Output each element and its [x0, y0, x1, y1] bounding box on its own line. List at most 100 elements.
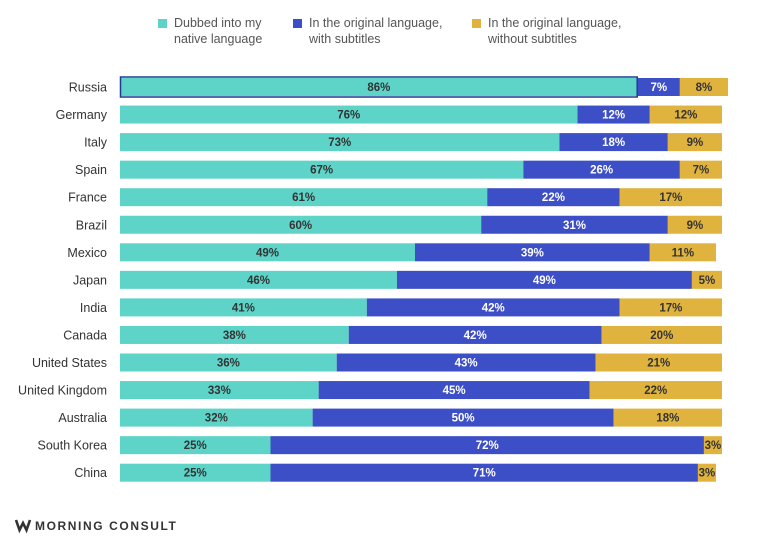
bar-russia-series-2: [637, 78, 680, 96]
morning-consult-logo-icon: [14, 519, 32, 534]
category-label-india: India: [80, 301, 107, 315]
bar-france-series-1: [120, 188, 488, 207]
bar-united-kingdom-series-3: [589, 381, 722, 400]
value-label-south-korea-series-2: 72%: [476, 440, 499, 452]
brand-footer: MORNING CONSULT: [14, 519, 176, 534]
bar-mexico-series-1: [120, 243, 415, 262]
bar-india-series-1: [120, 298, 367, 317]
legend-label-2: In the original language, with subtitles: [308, 16, 442, 46]
legend-swatch-1: [158, 19, 167, 28]
bar-spain-series-1: [120, 160, 524, 179]
category-label-mexico: Mexico: [67, 246, 107, 260]
bar-south-korea-series-1: [120, 436, 271, 455]
value-label-united-kingdom-series-1: 33%: [208, 385, 231, 397]
bar-brazil-series-1: [120, 215, 482, 234]
bar-italy-series-3: [667, 133, 722, 152]
legend: Dubbed into my native language In the orig…: [158, 16, 621, 46]
category-label-germany: Germany: [56, 108, 108, 122]
bar-germany-series-3: [649, 105, 722, 124]
bar-canada-series-2: [348, 325, 602, 344]
bar-china-series-2: [270, 463, 698, 482]
value-label-germany-series-3: 12%: [674, 110, 697, 122]
value-label-spain-series-2: 26%: [590, 165, 613, 177]
value-label-italy-series-3: 9%: [687, 137, 704, 149]
value-label-india-series-2: 42%: [482, 302, 505, 314]
value-label-japan-series-3: 5%: [699, 275, 716, 287]
value-label-south-korea-series-1: 25%: [184, 440, 207, 452]
value-label-mexico-series-2: 39%: [521, 247, 544, 259]
value-label-brazil-series-2: 31%: [563, 220, 586, 232]
category-label-canada: Canada: [63, 328, 107, 342]
bar-united-states-series-2: [336, 353, 596, 372]
value-label-russia-series-3: 8%: [696, 82, 713, 94]
value-label-france-series-2: 22%: [542, 192, 565, 204]
value-label-china-series-1: 25%: [184, 468, 207, 480]
bar-australia-series-3: [613, 408, 722, 427]
value-label-mexico-series-3: 11%: [672, 247, 694, 259]
category-label-united-kingdom: United Kingdom: [18, 384, 107, 398]
bar-united-states-series-1: [120, 353, 337, 372]
value-label-japan-series-1: 46%: [247, 275, 270, 287]
value-label-germany-series-1: 76%: [337, 110, 360, 122]
value-label-india-series-3: 17%: [659, 302, 682, 314]
bar-canada-series-3: [601, 325, 722, 344]
value-label-russia-series-2: 7%: [650, 82, 667, 94]
bar-mexico-series-2: [414, 243, 650, 262]
bar-brazil-series-2: [481, 215, 668, 234]
value-label-china-series-3: 3%: [699, 468, 716, 480]
value-label-australia-series-3: 18%: [656, 413, 679, 425]
value-label-france-series-3: 17%: [659, 192, 682, 204]
bar-japan-series-1: [120, 270, 397, 289]
value-label-united-states-series-2: 43%: [455, 358, 478, 370]
value-label-italy-series-2: 18%: [602, 137, 625, 149]
bar-spain-series-2: [523, 160, 680, 179]
category-label-australia: Australia: [58, 411, 107, 425]
legend-swatch-3: [472, 19, 481, 28]
value-label-canada-series-3: 20%: [650, 330, 673, 342]
bar-russia-series-3: [679, 78, 729, 96]
value-label-spain-series-3: 7%: [693, 165, 710, 177]
bar-germany-series-1: [120, 105, 578, 124]
bar-japan-series-3: [691, 270, 722, 289]
bar-south-korea-series-2: [270, 436, 704, 455]
bars: Russia 86% 7% 8% Germany 76% 12% 12% Italy 73% 18%…: [18, 76, 729, 482]
value-label-united-states-series-3: 21%: [647, 358, 670, 370]
value-label-united-kingdom-series-2: 45%: [443, 385, 466, 397]
bar-china-series-1: [120, 463, 271, 482]
bar-spain-series-3: [679, 160, 722, 179]
bar-australia-series-1: [120, 408, 313, 427]
value-label-italy-series-1: 73%: [328, 137, 351, 149]
value-label-china-series-2: 71%: [473, 468, 496, 480]
bar-united-states-series-3: [595, 353, 722, 372]
value-label-japan-series-2: 49%: [533, 275, 556, 287]
bar-united-kingdom-series-1: [120, 381, 319, 400]
bar-india-series-3: [619, 298, 722, 317]
bar-france-series-3: [619, 188, 722, 207]
value-label-australia-series-2: 50%: [452, 413, 475, 425]
bar-australia-series-2: [312, 408, 614, 427]
value-label-brazil-series-3: 9%: [687, 220, 704, 232]
value-label-brazil-series-1: 60%: [289, 220, 312, 232]
bar-italy-series-2: [559, 133, 668, 152]
category-label-france: France: [68, 191, 107, 205]
bar-mexico-series-3: [649, 243, 716, 262]
bar-united-kingdom-series-2: [318, 381, 590, 400]
value-label-united-states-series-1: 36%: [217, 358, 240, 370]
bar-india-series-2: [366, 298, 620, 317]
bar-france-series-2: [487, 188, 620, 207]
category-label-united-states: United States: [32, 356, 107, 370]
bar-south-korea-series-3: [703, 436, 722, 455]
category-label-brazil: Brazil: [76, 218, 107, 232]
value-label-australia-series-1: 32%: [205, 413, 228, 425]
category-label-italy: Italy: [84, 136, 108, 150]
legend-swatch-2: [293, 19, 302, 28]
category-label-south-korea: South Korea: [38, 439, 108, 453]
value-label-germany-series-2: 12%: [602, 110, 625, 122]
value-label-spain-series-1: 67%: [310, 165, 333, 177]
bar-italy-series-1: [120, 133, 560, 152]
value-label-russia-series-1: 86%: [367, 82, 390, 94]
bar-japan-series-2: [396, 270, 692, 289]
bar-highlight-outline: [119, 76, 638, 98]
